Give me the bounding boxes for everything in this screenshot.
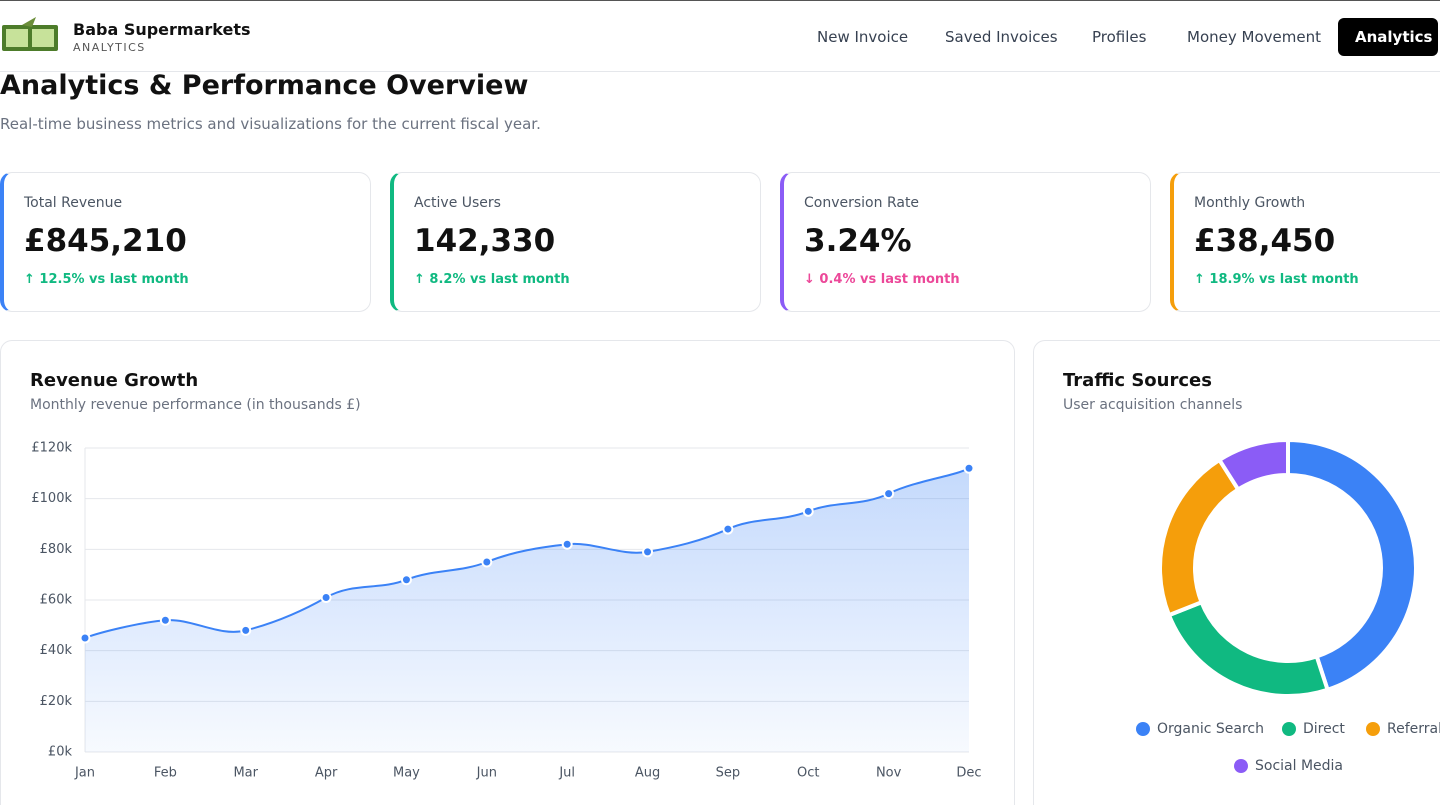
point	[481, 556, 493, 568]
donut-chart-card: Traffic Sources User acquisition channel…	[1033, 340, 1440, 805]
x-tick-label: Oct	[797, 766, 819, 781]
x-tick-label: Sep	[716, 766, 741, 781]
legend-swatch	[1136, 722, 1150, 736]
x-tick-label: Nov	[876, 766, 902, 781]
y-tick-label: £100k	[31, 491, 72, 506]
kpi-card: Total Revenue £845,210 ↑ 12.5% vs last mon…	[0, 172, 371, 312]
x-tick-label: Aug	[635, 766, 660, 781]
nav-button[interactable]: Saved Invoices	[945, 28, 1058, 46]
logo[interactable]	[2, 17, 60, 53]
x-tick-label: May	[393, 766, 420, 781]
kpi-value: £845,210	[24, 223, 187, 259]
y-tick-label: £0k	[48, 745, 73, 760]
point	[561, 538, 573, 550]
kpi-label: Active Users	[414, 195, 501, 211]
line-chart: Revenue Growth Monthly revenue performan…	[30, 370, 982, 781]
line	[84, 467, 970, 639]
point	[320, 591, 332, 603]
point	[79, 632, 91, 644]
donut-segment	[1166, 599, 1331, 698]
legend-label: Social Media	[1255, 758, 1343, 774]
line-chart-card: Revenue Growth Monthly revenue performan…	[0, 340, 1015, 805]
area	[85, 468, 969, 752]
chart-title: Traffic Sources	[1063, 370, 1212, 391]
donut-chart: Traffic Sources User acquisition channel…	[1063, 370, 1440, 774]
nav-button-active[interactable]: Analytics	[1338, 18, 1438, 56]
point	[240, 624, 252, 636]
x-tick-label: Dec	[956, 766, 981, 781]
nav-button[interactable]: Money Movement	[1187, 28, 1321, 46]
donut-segment	[1286, 437, 1418, 693]
kpi-label: Monthly Growth	[1194, 195, 1306, 211]
point	[642, 546, 654, 558]
kpi-label: Total Revenue	[24, 195, 123, 211]
point	[400, 574, 412, 586]
x-tick-label: Jan	[74, 766, 95, 781]
y-tick-label: £60k	[40, 593, 73, 608]
kpi-value: 3.24%	[804, 223, 912, 259]
page-subtitle: Real-time business metrics and visualiza…	[0, 115, 541, 133]
legend-label: Direct	[1303, 721, 1345, 737]
page-title: Analytics & Performance Overview	[0, 70, 529, 101]
donut-segment	[1158, 457, 1241, 618]
point	[963, 462, 975, 474]
y-tick-label: £80k	[40, 542, 73, 557]
top-bar: Baba Supermarkets ANALYTICS New Invoice …	[0, 0, 1440, 72]
nav-button[interactable]: New Invoice	[817, 28, 909, 46]
chart-subtitle: Monthly revenue performance (in thousand…	[30, 397, 361, 413]
kpi-change: ↑ 8.2% vs last month	[414, 272, 570, 287]
y-tick-label: £40k	[40, 643, 73, 658]
brand-tagline: ANALYTICS	[73, 41, 146, 54]
x-tick-label: Mar	[233, 766, 258, 781]
kpi-label: Conversion Rate	[804, 195, 920, 211]
kpi-card: Monthly Growth £38,450 ↑ 18.9% vs last mon…	[1170, 172, 1440, 312]
brand-name: Baba Supermarkets	[73, 20, 251, 39]
legend-swatch	[1366, 722, 1380, 736]
x-tick-label: Jun	[476, 766, 497, 781]
kpi-card: Active Users 142,330 ↑ 8.2% vs last month	[390, 172, 761, 312]
x-tick-label: Apr	[315, 766, 338, 781]
x-tick-label: Feb	[154, 766, 177, 781]
kpi-value: 142,330	[414, 223, 556, 259]
donut-segment	[1216, 437, 1290, 493]
kpi-change: ↓ 0.4% vs last month	[804, 272, 960, 287]
point	[159, 614, 171, 626]
point	[802, 505, 814, 517]
kpi-change: ↑ 12.5% vs last month	[24, 272, 189, 287]
y-tick-label: £20k	[40, 694, 73, 709]
nav-button[interactable]: Profiles	[1092, 28, 1147, 46]
kpi-value: £38,450	[1194, 223, 1336, 259]
y-tick-label: £120k	[31, 441, 72, 456]
chart-subtitle: User acquisition channels	[1063, 397, 1242, 413]
legend-swatch	[1234, 759, 1248, 773]
kpi-change: ↑ 18.9% vs last month	[1194, 272, 1359, 287]
legend-label: Referral	[1387, 721, 1440, 737]
point	[883, 488, 895, 500]
kpi-card: Conversion Rate 3.24% ↓ 0.4% vs last month	[780, 172, 1151, 312]
legend-label: Organic Search	[1157, 721, 1264, 737]
x-tick-label: Jul	[558, 766, 575, 781]
legend-swatch	[1282, 722, 1296, 736]
chart-title: Revenue Growth	[30, 370, 198, 391]
point	[722, 523, 734, 535]
